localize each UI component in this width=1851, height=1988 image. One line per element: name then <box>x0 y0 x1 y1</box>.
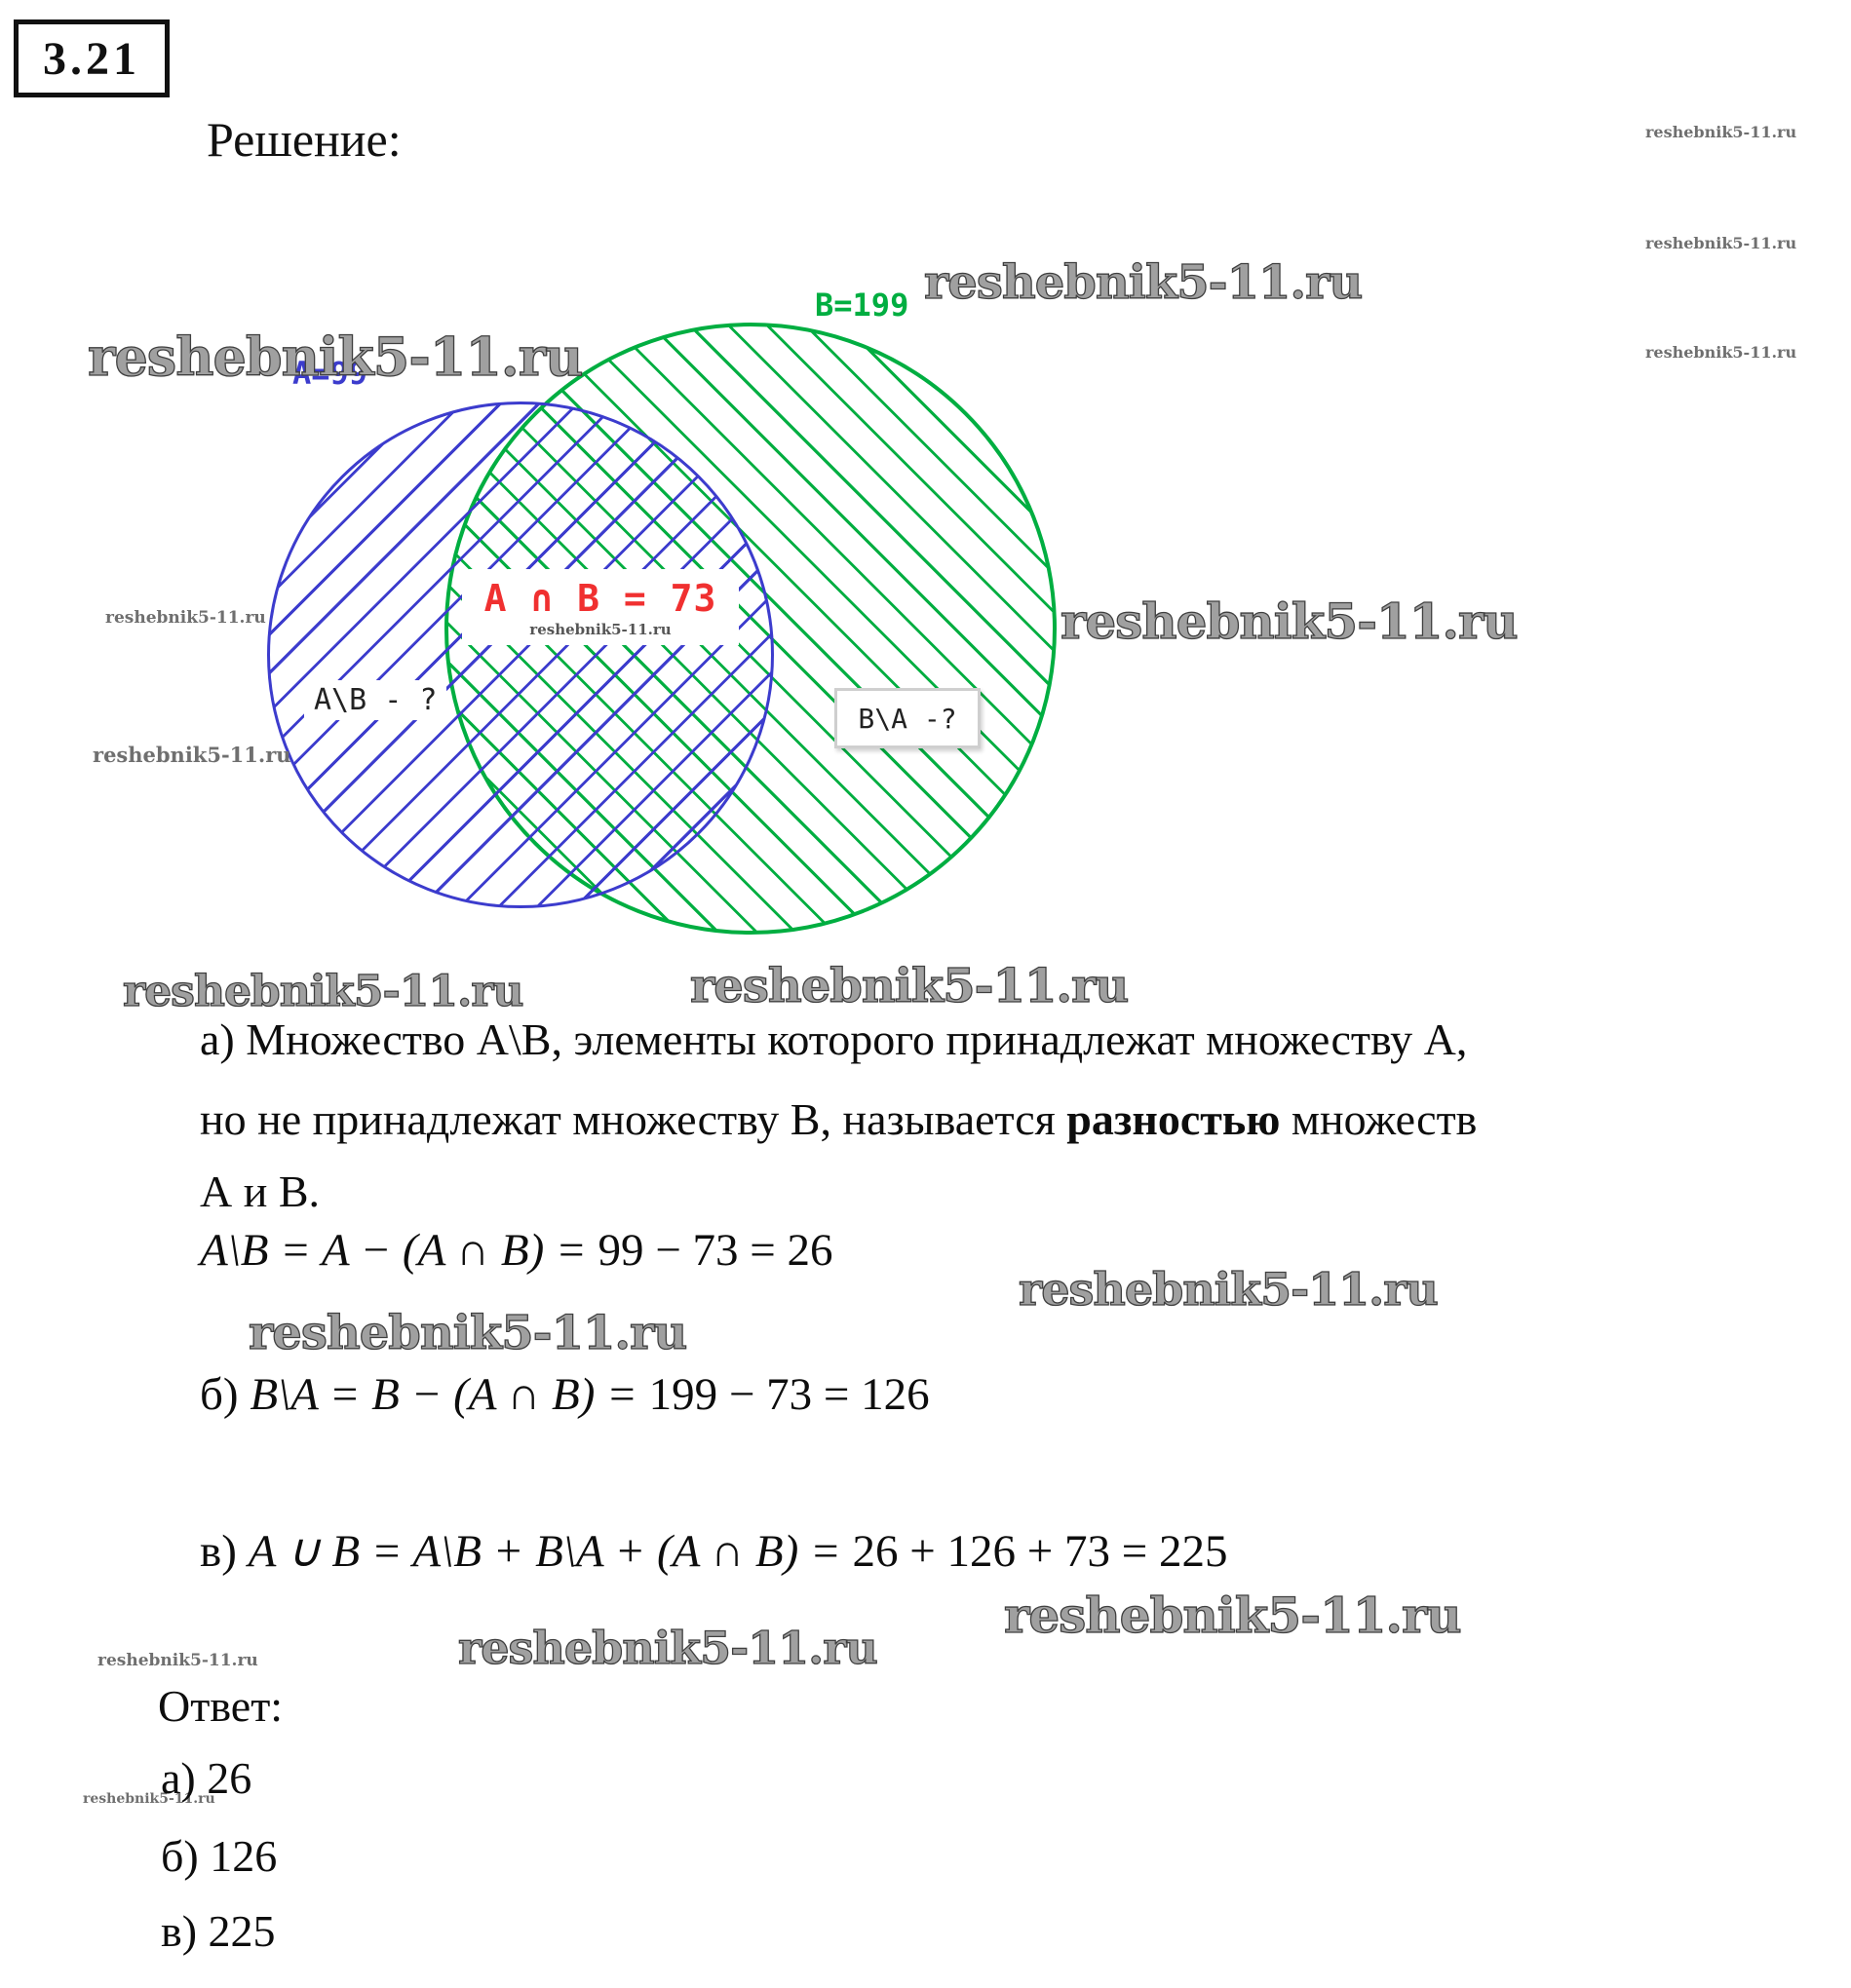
paragraph-text: множеств <box>1280 1094 1478 1144</box>
watermark: reshebnik5-11.ru <box>83 1791 215 1807</box>
watermark: reshebnik5-11.ru <box>122 966 524 1016</box>
formula-numbers: 199 − 73 = 126 <box>648 1369 930 1420</box>
watermark: reshebnik5-11.ru <box>923 254 1364 310</box>
answer-item: а) 26 <box>161 1753 252 1803</box>
paragraph-line: А и В. <box>200 1166 321 1216</box>
watermark: reshebnik5-11.ru <box>97 1651 258 1670</box>
difference-b-minus-a-label: B\A -? <box>834 688 981 748</box>
watermark: reshebnik5-11.ru <box>689 958 1130 1013</box>
formula-math: B\A = B − (A ∩ B) = <box>250 1369 649 1420</box>
formula-prefix: б) <box>200 1369 251 1420</box>
formula-numbers: 26 + 126 + 73 = 225 <box>852 1526 1228 1577</box>
formula-math: A ∪ B = A\B + B\A + (A ∩ B) = <box>248 1526 853 1577</box>
solution-heading: Решение: <box>207 112 402 167</box>
set-b-label: B=199 <box>815 287 909 324</box>
watermark: reshebnik5-11.ru <box>105 608 266 628</box>
watermark: reshebnik5-11.ru <box>529 620 672 638</box>
watermark: reshebnik5-11.ru <box>1060 592 1519 650</box>
watermark: reshebnik5-11.ru <box>93 743 291 767</box>
intersection-label: A ∩ B = 73 <box>483 576 717 620</box>
paragraph-line: но не принадлежат множеству В, называетс… <box>200 1093 1477 1145</box>
watermark: reshebnik5-11.ru <box>1645 123 1797 141</box>
formula-a: A\B = A − (A ∩ B) = 99 − 73 = 26 <box>200 1224 832 1277</box>
difference-a-minus-b-label: A\B - ? <box>304 680 447 720</box>
intersection-label-box: A ∩ B = 73 reshebnik5-11.ru <box>462 569 739 645</box>
watermark: reshebnik5-11.ru <box>248 1305 688 1360</box>
formula-v: в) A ∪ B = A\B + B\A + (A ∩ B) = 26 + 12… <box>200 1524 1228 1578</box>
formula-b: б) B\A = B − (A ∩ B) = 199 − 73 = 126 <box>200 1368 930 1421</box>
watermark: reshebnik5-11.ru <box>457 1621 878 1674</box>
answer-heading: Ответ: <box>158 1681 284 1731</box>
bold-term: разностью <box>1066 1094 1281 1144</box>
watermark: reshebnik5-11.ru <box>87 325 584 388</box>
answer-item: б) 126 <box>161 1831 278 1881</box>
answer-item: в) 225 <box>161 1906 276 1956</box>
problem-number-badge: 3.21 <box>14 19 170 97</box>
set-a-circle <box>267 401 774 908</box>
formula-math: A\B = A − (A ∩ B) = <box>200 1225 598 1276</box>
paragraph-text: но не принадлежат множеству В, называетс… <box>200 1094 1067 1144</box>
watermark: reshebnik5-11.ru <box>1003 1586 1462 1644</box>
paragraph-line: а) Множество А\В, элементы которого прин… <box>200 1014 1468 1064</box>
formula-numbers: 99 − 73 = 26 <box>598 1225 833 1276</box>
watermark: reshebnik5-11.ru <box>1645 343 1797 362</box>
set-a-label: A=99 <box>292 355 368 392</box>
watermark: reshebnik5-11.ru <box>1018 1262 1439 1316</box>
formula-prefix: в) <box>200 1526 249 1577</box>
watermark: reshebnik5-11.ru <box>1645 234 1797 252</box>
